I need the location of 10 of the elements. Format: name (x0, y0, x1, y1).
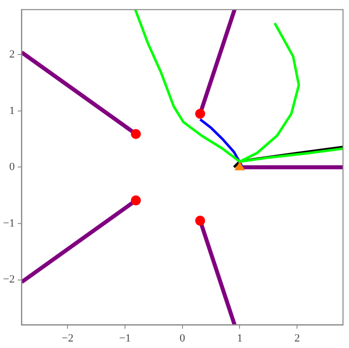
x-tick-label: −1 (119, 332, 131, 344)
x-tick-label: −2 (62, 332, 74, 344)
y-tick-label: 0 (9, 161, 16, 174)
x-tick-label: 0 (180, 332, 186, 344)
y-tick-label: −1 (2, 217, 15, 230)
y-tick-label: −2 (2, 274, 15, 286)
x-tick-label: 2 (294, 332, 300, 344)
y-tick-label: 2 (9, 48, 15, 61)
y-tick-label: 1 (9, 104, 15, 117)
x-tick-label: 1 (236, 332, 242, 344)
